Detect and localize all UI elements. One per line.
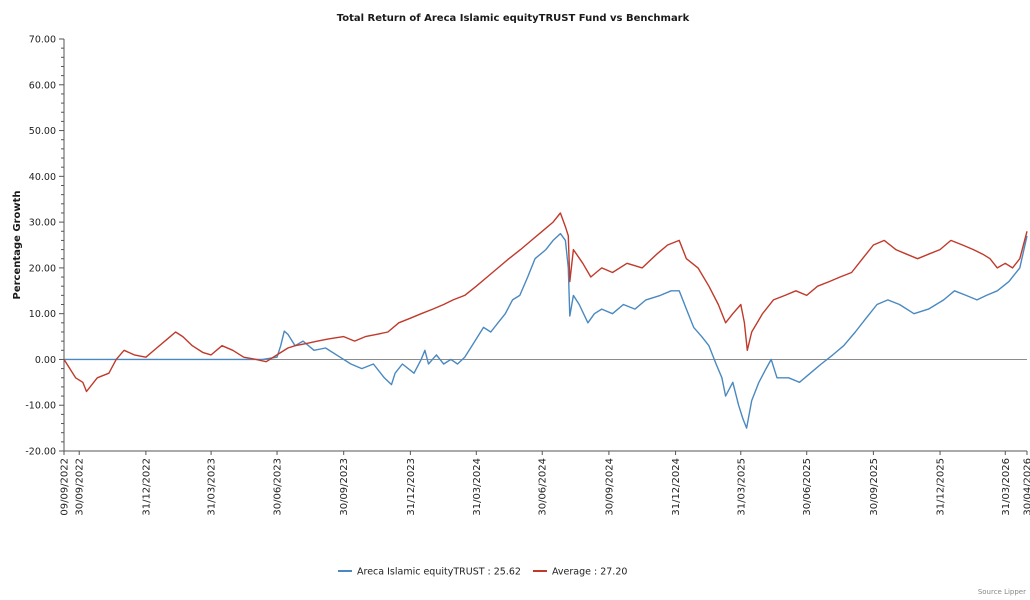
x-tick-label: 31/03/2025 <box>736 458 747 516</box>
y-tick-label: 10.00 <box>29 309 56 320</box>
x-tick-label: 31/12/2023 <box>406 458 417 516</box>
x-tick-label: 30/09/2024 <box>604 458 615 516</box>
y-tick-label: 0.00 <box>35 355 56 366</box>
y-tick-label: 50.00 <box>29 126 56 137</box>
legend-label-fund: Areca Islamic equityTRUST : 25.62 <box>357 567 521 578</box>
x-tick-label: 31/03/2024 <box>472 458 483 516</box>
x-tick-label: 30/06/2023 <box>273 458 284 516</box>
series-line-average <box>63 212 1028 393</box>
y-tick-label: 70.00 <box>29 35 56 46</box>
y-tick-label: 30.00 <box>29 218 56 229</box>
series-lines <box>63 212 1028 429</box>
y-tick-label: 20.00 <box>29 263 56 274</box>
x-tick-label: 31/12/2022 <box>141 458 152 516</box>
x-tick-label: 30/06/2025 <box>802 458 813 516</box>
y-tick-label: -20.00 <box>25 447 56 458</box>
x-tick-label: 31/12/2025 <box>936 458 947 516</box>
x-tick-label: 30/09/2022 <box>75 458 86 516</box>
source-note: Source Lipper <box>977 588 1026 596</box>
y-tick-label: 60.00 <box>29 80 56 91</box>
x-tick-label: 09/09/2022 <box>60 458 71 516</box>
x-tick-label: 31/12/2024 <box>671 458 682 516</box>
x-tick-label: 30/06/2024 <box>538 458 549 516</box>
y-tick-label: 40.00 <box>29 172 56 183</box>
chart-title: Total Return of Areca Islamic equityTRUS… <box>337 13 690 24</box>
legend: Areca Islamic equityTRUST : 25.62 Average… <box>338 567 627 578</box>
x-tick-label: 30/04/2026 <box>1023 458 1030 516</box>
y-axis-label: Percentage Growth <box>12 191 23 300</box>
axes: 70.00 60.00 50.00 40.00 30.00 20.00 10.00 0.00 -… <box>25 35 1030 516</box>
x-tick-label: 31/03/2023 <box>207 458 218 516</box>
x-tick-label: 30/09/2023 <box>339 458 350 516</box>
series-line-fund <box>64 232 1028 429</box>
x-tick-label: 30/09/2025 <box>869 458 880 516</box>
y-tick-label: -10.00 <box>25 401 56 412</box>
x-tick-label: 31/03/2026 <box>1001 458 1012 516</box>
legend-label-average: Average : 27.20 <box>552 567 627 578</box>
